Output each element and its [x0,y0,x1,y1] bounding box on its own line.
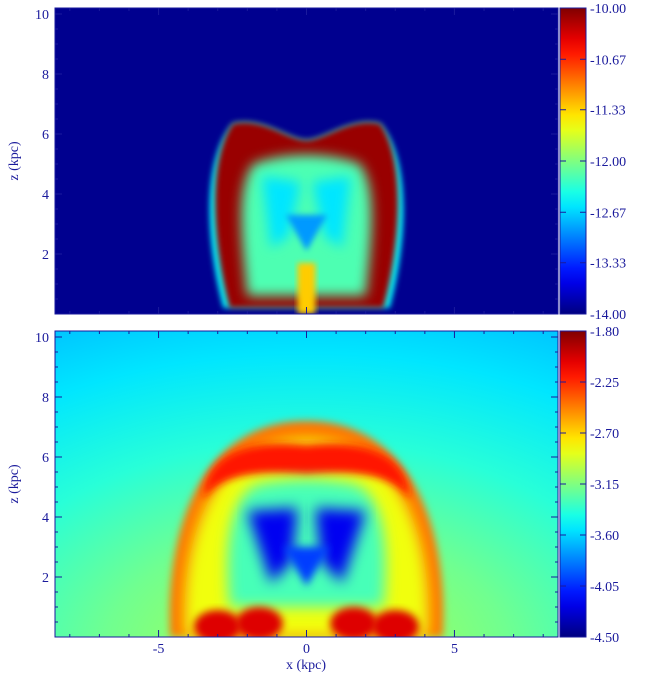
colorbar-tick-label: -2.25 [590,376,619,391]
cavity-right [315,508,366,583]
cavity-left [247,508,298,583]
colorbar-top-ticks: -10.00 -10.67 -11.33 -12.00 -12.67 -13.33 -14.… [560,2,626,323]
colorbar-bottom-ticks: -1.80 -2.25 -2.70 -3.15 -3.60 -4.05 -4.50 [560,325,619,646]
base-blob [330,607,378,637]
x-tick-label: -5 [153,642,165,657]
central-cavity [282,547,331,586]
axes-top: 2 4 6 8 10 [35,8,558,314]
cavity-right [312,176,351,248]
heatmap-bottom [55,331,558,637]
colorbar-tick-label: -14.00 [590,308,626,323]
bubble-bottom [169,421,444,637]
interior-region [227,479,386,607]
colorbar-tick-label: -1.80 [590,325,619,340]
y-tick-label: 2 [42,571,49,586]
x-tick-label: 5 [451,642,458,657]
heatmap-top [55,8,558,314]
shell-cap [202,443,411,499]
colorbar-top: -10.00 -10.67 -11.33 -12.00 -12.67 -13.33 -14.… [559,2,626,323]
jet-column [297,263,316,314]
y-tick-label: 10 [35,331,49,346]
y-tick-label: 10 [35,8,49,23]
cavity-left [262,176,301,248]
base-blob [194,610,242,637]
y-tick-label: 6 [42,451,49,466]
colorbar-tick-label: -2.70 [590,427,619,442]
colorbar-tick-label: -13.33 [590,257,626,272]
base-blob [371,610,419,637]
colorbar-tick-label: -11.33 [590,104,626,119]
x-tick-label: 0 [303,642,310,657]
y-axis-label-bottom: z (kpc) [7,464,22,504]
y-tick-label: 6 [42,128,49,143]
base-blob [235,607,283,637]
colorbar-tick-label: -4.50 [590,631,619,646]
y-tick-label: 8 [42,391,49,406]
colorbar-bottom: -1.80 -2.25 -2.70 -3.15 -3.60 -4.05 -4.50 [559,325,619,646]
axes-bottom: -5 0 5 2 4 6 8 10 [35,331,558,657]
panel-bottom: -5 0 5 2 4 6 8 10 z (kpc) x (kpc) -1.80 -2.25 -2.… [7,325,619,673]
colorbar-tick-label: -3.60 [590,529,619,544]
x-axis-label: x (kpc) [286,658,326,673]
y-tick-label: 2 [42,248,49,263]
colorbar-tick-label: -10.00 [590,2,626,17]
colorbar-tick-label: -12.00 [590,155,626,170]
y-tick-label: 8 [42,68,49,83]
y-tick-label: 4 [42,511,49,526]
bubble-top [209,122,404,314]
colorbar-tick-label: -3.15 [590,478,619,493]
y-tick-label: 4 [42,188,49,203]
colorbar-tick-label: -10.67 [590,53,626,68]
colorbar-tick-label: -4.05 [590,580,619,595]
central-cavity [285,215,328,251]
colorbar-tick-label: -12.67 [590,206,626,221]
y-axis-label-top: z (kpc) [7,141,22,181]
